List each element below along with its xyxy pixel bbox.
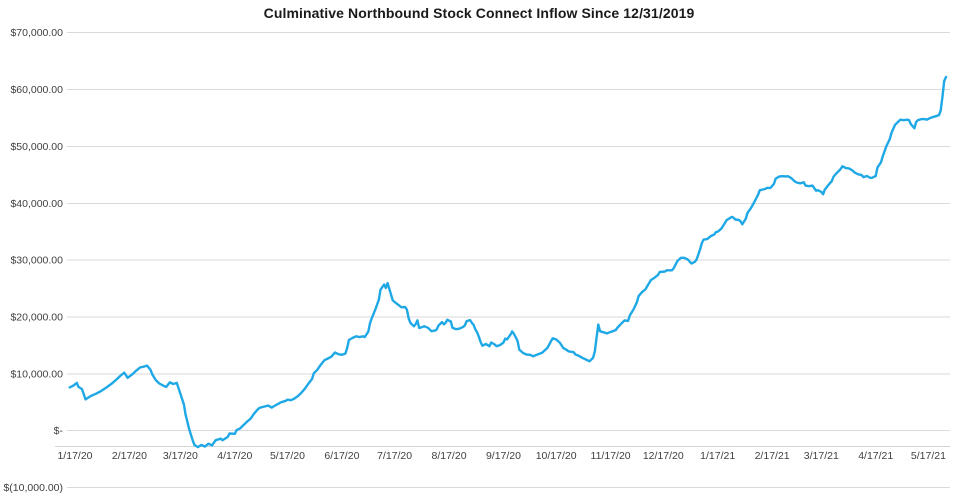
x-tick-label: 3/17/21 [804, 450, 839, 462]
y-tick-label: $20,000.00 [10, 311, 63, 323]
y-tick-label: $30,000.00 [10, 255, 63, 267]
x-tick-label: 2/17/20 [112, 450, 147, 462]
x-tick-label: 6/17/20 [324, 450, 359, 462]
x-tick-label: 9/17/20 [486, 450, 521, 462]
y-tick-label: $70,000.00 [10, 27, 63, 39]
series-line [68, 75, 948, 449]
x-tick-label: 12/17/20 [643, 450, 684, 462]
x-axis-labels: 1/17/20 2/17/20 3/17/20 4/17/20 5/17/20 6/17/… [57, 450, 946, 462]
x-tick-label: 7/17/20 [377, 450, 412, 462]
x-tick-label: 1/17/21 [700, 450, 735, 462]
y-axis-labels: $70,000.00 $60,000.00 $50,000.00 $40,000.00… [3, 27, 63, 494]
x-tick-label: 4/17/20 [217, 450, 252, 462]
x-tick-label: 8/17/20 [432, 450, 467, 462]
x-tick-label: 2/17/21 [755, 450, 790, 462]
y-tick-label: $(10,000.00) [3, 482, 63, 494]
x-tick-label: 4/17/21 [858, 450, 893, 462]
y-tick-label: $60,000.00 [10, 84, 63, 96]
x-tick-label: 3/17/20 [163, 450, 198, 462]
gridlines [67, 32, 950, 488]
y-tick-label: $- [54, 425, 64, 437]
y-tick-label: $50,000.00 [10, 141, 63, 153]
x-tick-label: 5/17/21 [911, 450, 946, 462]
y-tick-label: $40,000.00 [10, 198, 63, 210]
x-tick-label: 1/17/20 [57, 450, 92, 462]
x-tick-label: 11/17/20 [591, 450, 631, 462]
x-tick-label: 10/17/20 [536, 450, 577, 462]
y-tick-label: $10,000.00 [10, 368, 63, 380]
chart-title: Culminative Northbound Stock Connect Inf… [263, 5, 695, 21]
x-tick-label: 5/17/20 [270, 450, 305, 462]
